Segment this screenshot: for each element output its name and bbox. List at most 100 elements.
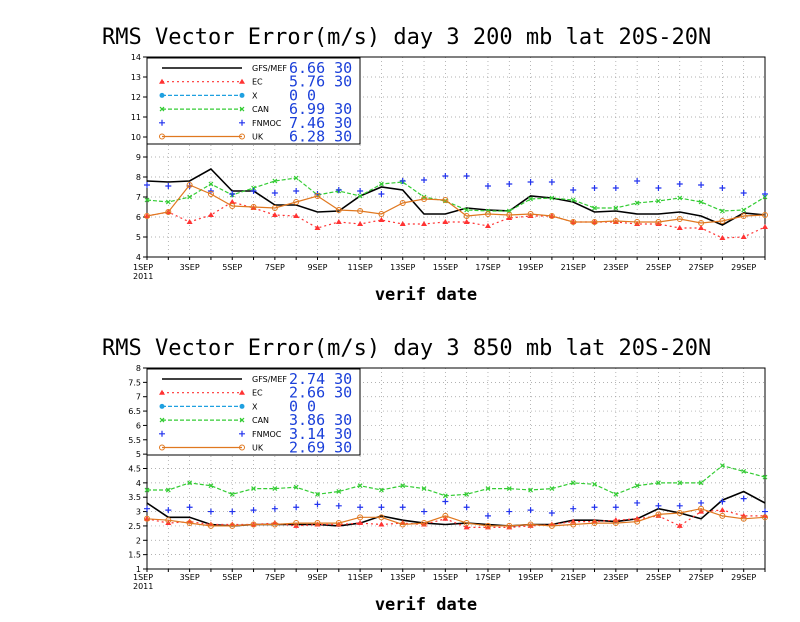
- data-point: [506, 508, 513, 515]
- series-line: [146, 490, 766, 527]
- data-point: [250, 188, 257, 194]
- data-point: [762, 514, 768, 521]
- data-point: [421, 196, 428, 202]
- data-point: [740, 495, 747, 502]
- legend-value: 5.76 30: [289, 73, 352, 91]
- data-point: [314, 501, 321, 508]
- y-tick-label: 8: [136, 173, 141, 182]
- data-point: [357, 504, 364, 511]
- data-point: [463, 213, 470, 219]
- series-line: [146, 184, 766, 224]
- data-point: [207, 522, 214, 529]
- y-tick-label: 11: [131, 113, 141, 122]
- data-point: [442, 512, 449, 519]
- data-point: [676, 502, 683, 509]
- data-point: [591, 185, 598, 191]
- data-point: [357, 520, 364, 526]
- data-point: [335, 187, 342, 193]
- x-tick-label: 15SEP: [433, 263, 458, 272]
- y-tick-label: 3.5: [128, 493, 141, 502]
- data-point: [740, 234, 747, 239]
- y-tick-label: 7: [136, 193, 141, 202]
- legend: GFS/MEF 2.74 30 EC 2.66 30 X 0 0 CAN 3.86 30 FNM…: [146, 368, 361, 457]
- data-point: [548, 522, 555, 529]
- x-tick-label: 1SEP: [133, 263, 153, 272]
- data-point: [357, 221, 364, 226]
- data-point: [207, 191, 214, 197]
- chart-title: RMS Vector Error(m/s) day 3 850 mb lat 2…: [102, 336, 711, 361]
- data-point: [463, 504, 470, 511]
- x-tick-label: 5SEP: [222, 263, 242, 272]
- data-point: [399, 504, 406, 511]
- data-point: [378, 521, 385, 527]
- data-point: [399, 221, 406, 226]
- data-point: [527, 179, 534, 185]
- data-point: [159, 444, 165, 451]
- data-point: [719, 218, 726, 224]
- data-point: [186, 219, 193, 224]
- data-point: [740, 213, 747, 219]
- data-point: [293, 188, 300, 194]
- data-point: [634, 221, 641, 226]
- data-point: [527, 213, 534, 218]
- data-point: [271, 521, 278, 528]
- data-point: [570, 505, 577, 512]
- y-tick-label: 4: [136, 479, 141, 488]
- data-point: [634, 178, 641, 184]
- x-tick-label: 7SEP: [265, 263, 285, 272]
- data-point: [655, 219, 662, 225]
- series-fnmoc: [144, 495, 768, 519]
- legend-name: CAN: [252, 105, 269, 114]
- data-point: [698, 225, 705, 230]
- data-point: [314, 193, 321, 199]
- data-point: [719, 498, 726, 505]
- data-point: [698, 182, 705, 188]
- x-tick-label: 19SEP: [518, 573, 543, 582]
- y-tick-label: 14: [131, 53, 141, 62]
- data-point: [271, 505, 278, 512]
- x-tick-label: 23SEP: [603, 263, 628, 272]
- data-point: [719, 208, 725, 214]
- data-point: [144, 515, 150, 521]
- data-point: [144, 197, 150, 203]
- data-point: [207, 212, 214, 217]
- series-can: [144, 463, 768, 499]
- y-tick-label: 5.5: [128, 436, 141, 445]
- y-tick-label: 6.5: [128, 407, 141, 416]
- data-point: [378, 487, 384, 493]
- series-line: [146, 167, 766, 226]
- data-point: [293, 199, 300, 205]
- legend-name: GFS/MEF: [252, 64, 287, 73]
- data-point: [293, 520, 300, 527]
- legend-name: EC: [252, 389, 263, 398]
- data-point: [676, 216, 683, 222]
- data-point: [655, 185, 662, 191]
- y-tick-label: 13: [131, 73, 141, 82]
- data-point: [186, 520, 193, 527]
- y-tick-label: 6: [136, 213, 141, 222]
- series-uk: [144, 182, 768, 226]
- data-point: [719, 185, 726, 191]
- x-tick-label: 21SEP: [561, 263, 586, 272]
- data-point: [613, 491, 619, 497]
- x-tick-label: 9SEP: [307, 573, 327, 582]
- data-point: [698, 505, 705, 512]
- data-point: [229, 491, 235, 497]
- data-point: [528, 487, 534, 493]
- data-point: [762, 224, 768, 229]
- data-point: [676, 522, 683, 528]
- data-point: [335, 219, 342, 224]
- data-point: [378, 191, 385, 197]
- data-point: [229, 508, 236, 515]
- data-point: [239, 389, 245, 395]
- data-point: [239, 403, 245, 409]
- y-tick-label: 1.5: [128, 551, 141, 560]
- data-point: [335, 502, 342, 509]
- data-point: [378, 217, 385, 222]
- data-point: [229, 199, 236, 204]
- data-point: [740, 515, 747, 522]
- x-tick-label: 1SEP: [133, 573, 153, 582]
- data-point: [399, 200, 406, 206]
- data-point: [442, 173, 449, 179]
- data-point: [570, 197, 576, 203]
